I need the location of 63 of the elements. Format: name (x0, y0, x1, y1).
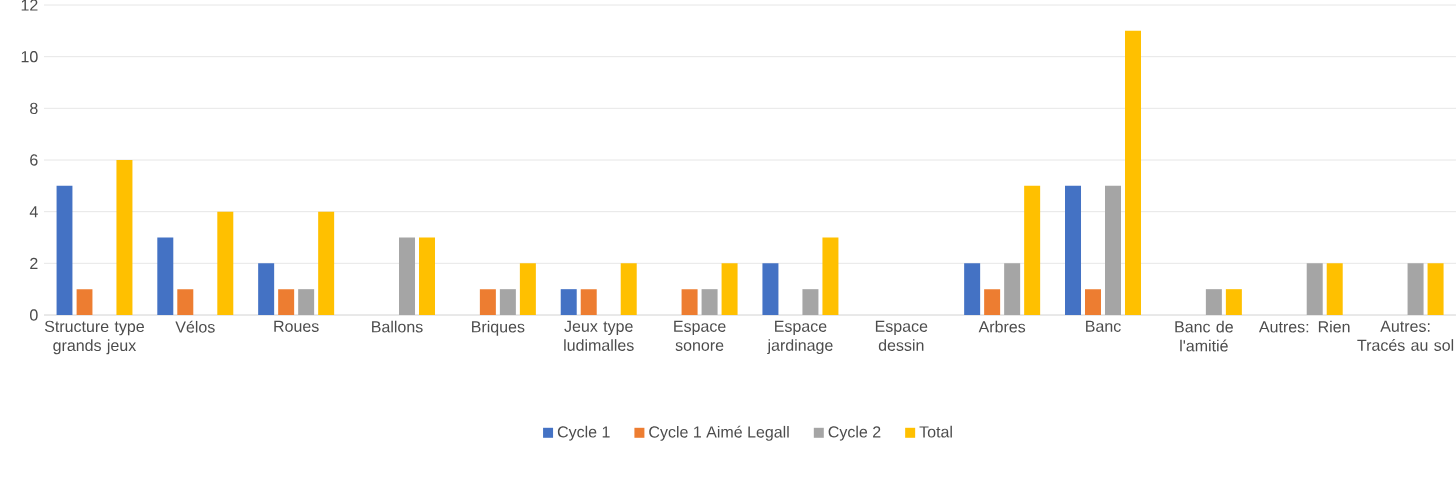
bar (1105, 185, 1121, 316)
x-tick-label: Roues (274, 320, 319, 332)
y-tick-label: 6 (30, 154, 38, 166)
bar (258, 263, 275, 316)
bar (519, 263, 536, 316)
bar (822, 237, 839, 316)
bar (984, 289, 1001, 316)
bar (721, 263, 738, 316)
bar (762, 263, 779, 316)
bar (318, 211, 335, 316)
bar (157, 237, 174, 316)
bar (1024, 185, 1041, 316)
x-tick-label: Ballons (372, 320, 423, 333)
bar (399, 237, 416, 316)
y-tick-label: 0 (30, 309, 38, 321)
x-tick-label: Structure type grands jeux (44, 320, 144, 355)
x-tick-label: Arbres (978, 320, 1026, 333)
bar (1427, 263, 1444, 316)
y-tick-label: 12 (21, 0, 38, 11)
bar (479, 289, 496, 316)
bar (964, 263, 981, 316)
legend-label: Cycle 1 Aimé Legall (649, 425, 789, 441)
x-tick-label: Briques (472, 320, 525, 336)
y-tick-label: 4 (29, 206, 38, 218)
bar (1407, 263, 1424, 316)
y-tick-label: 10 (21, 51, 38, 63)
bar (1326, 263, 1343, 316)
bar (560, 289, 577, 316)
bar (1306, 263, 1323, 316)
bar (298, 289, 315, 316)
bar (1225, 289, 1242, 316)
bar (1205, 289, 1222, 316)
bar (1004, 263, 1021, 316)
x-tick-label: Autres: Tracés au sol (1357, 320, 1454, 351)
bar (1125, 30, 1141, 316)
y-tick-label: 8 (30, 102, 38, 115)
legend-label: Total (919, 425, 952, 438)
x-tick-label: Vélos (175, 320, 215, 333)
bar (1065, 185, 1082, 316)
bar (681, 289, 698, 316)
x-tick-label: Espace dessin (875, 320, 928, 351)
x-tick-label: Banc (1086, 320, 1121, 332)
bar (419, 237, 436, 316)
y-tick-label: 2 (30, 257, 38, 269)
bar (620, 263, 637, 316)
bar (701, 289, 718, 316)
x-tick-label: Banc de l'amitié (1175, 320, 1233, 352)
bar (116, 160, 133, 316)
bar (1085, 289, 1101, 316)
bar (278, 289, 295, 316)
bar (76, 289, 93, 316)
x-tick-label: Espace jardinage (767, 320, 833, 355)
bar (802, 289, 819, 316)
bar (217, 211, 234, 316)
bar (56, 185, 73, 316)
bar (499, 289, 516, 316)
bar (177, 289, 194, 316)
x-tick-label: Jeux type ludimalles (564, 320, 634, 351)
legend-label: Cycle 1 (557, 425, 610, 441)
x-tick-label: Espace sonore (674, 320, 726, 351)
x-tick-label: Autres: Rien (1258, 320, 1350, 333)
legend-label: Cycle 2 (828, 425, 881, 441)
bar (580, 289, 597, 316)
